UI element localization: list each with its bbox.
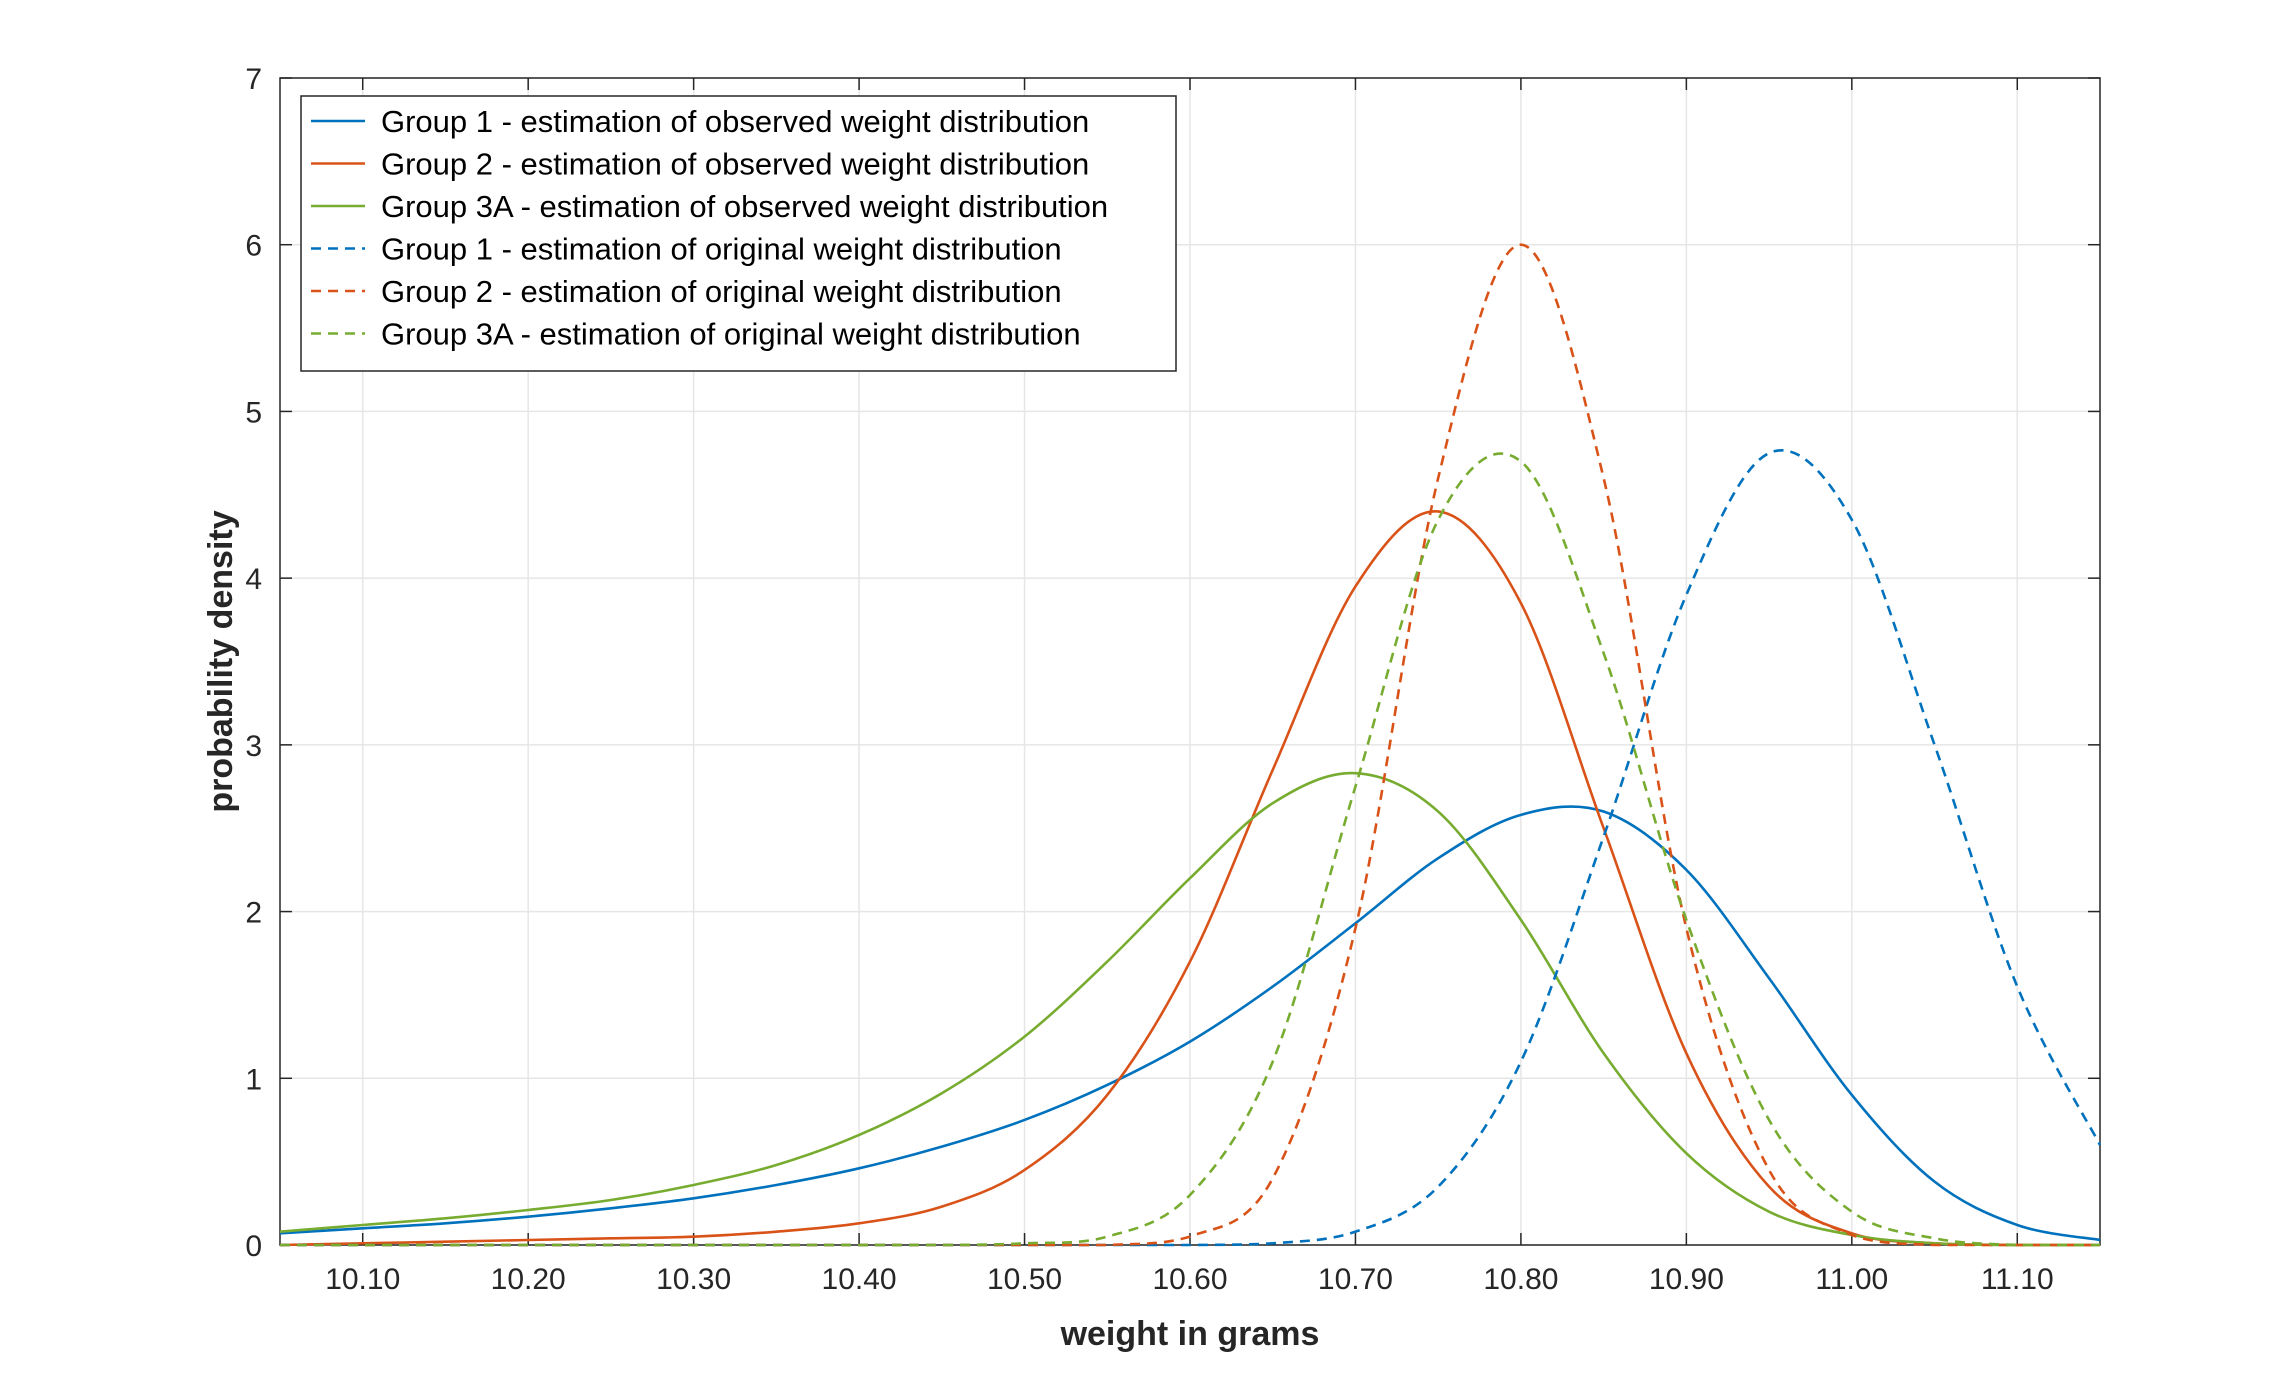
- series-line-6: [280, 452, 2100, 1247]
- x-tick-label: 10.40: [822, 1263, 897, 1296]
- y-tick-label: 2: [245, 897, 262, 930]
- legend-label-6: Group 3A - estimation of original weight…: [381, 317, 1081, 352]
- legend-label-3: Group 3A - estimation of observed weight…: [381, 189, 1108, 224]
- x-tick-label: 10.90: [1649, 1263, 1724, 1296]
- y-tick-label: 1: [245, 1063, 262, 1096]
- series-line-3: [279, 771, 2100, 1247]
- x-axis-title: weight in grams: [1060, 1315, 1320, 1353]
- x-tick-label: 10.30: [656, 1263, 731, 1296]
- y-tick-label: 5: [245, 396, 262, 429]
- x-tick-label: 10.50: [987, 1263, 1062, 1296]
- legend-label-4: Group 1 - estimation of original weight …: [381, 232, 1062, 267]
- series-line-1: [279, 805, 2101, 1242]
- y-axis-title: probability density: [202, 510, 240, 812]
- x-tick-label: 11.00: [1815, 1263, 1888, 1296]
- data-series: [279, 243, 2102, 1247]
- y-tick-label: 3: [245, 730, 262, 763]
- legend: Group 1 - estimation of observed weight …: [300, 95, 1177, 372]
- x-tick-label: 10.10: [325, 1263, 400, 1296]
- y-tick-label: 7: [245, 63, 262, 96]
- y-tick-label: 0: [245, 1230, 262, 1263]
- x-tick-label: 11.10: [1981, 1263, 2054, 1296]
- x-tick-label: 10.60: [1152, 1263, 1227, 1296]
- x-tick-label: 10.80: [1483, 1263, 1558, 1296]
- y-tick-label: 6: [245, 230, 262, 263]
- x-tick-label: 10.20: [491, 1263, 566, 1296]
- series-line-2: [279, 510, 2100, 1247]
- legend-box: [300, 95, 1177, 372]
- x-tick-label: 10.70: [1318, 1263, 1393, 1296]
- y-tick-label: 4: [245, 563, 262, 596]
- axes: 10.10 10.20 10.30 10.40 10.50 10.60 10.70 10.80…: [245, 63, 2101, 1296]
- legend-label-5: Group 2 - estimation of original weight …: [381, 274, 1062, 309]
- legend-label-1: Group 1 - estimation of observed weight …: [381, 104, 1089, 139]
- legend-label-2: Group 2 - estimation of observed weight …: [381, 147, 1089, 182]
